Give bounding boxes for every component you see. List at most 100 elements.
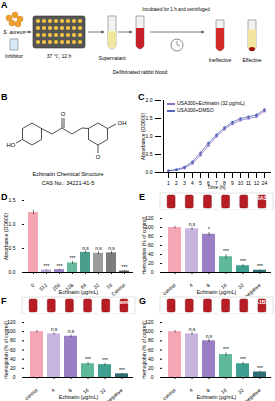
svg-text:Control: Control: [110, 282, 126, 296]
svg-text:64: 64: [79, 282, 87, 290]
svg-text:10: 10: [238, 180, 244, 186]
svg-text:negative: negative: [105, 387, 124, 401]
svg-text:40: 40: [148, 356, 154, 362]
svg-text:n.s: n.s: [95, 245, 102, 251]
svg-text:***: ***: [223, 248, 229, 254]
svg-text:n.s: n.s: [68, 328, 75, 334]
svg-text:SA1B3G: SA1B3G: [252, 299, 272, 305]
svg-text:2.0: 2.0: [146, 97, 153, 103]
svg-text:0: 0: [13, 374, 16, 380]
svg-text:32: 32: [99, 387, 107, 395]
svg-text:0.0: 0.0: [9, 269, 16, 275]
svg-text:***: ***: [57, 263, 63, 269]
svg-text:12: 12: [254, 180, 260, 186]
svg-text:Inhibitor: Inhibitor: [5, 53, 23, 59]
svg-text:control: control: [161, 387, 176, 401]
svg-text:Hemoglobin (% of control): Hemoglobin (% of control): [3, 321, 9, 379]
svg-text:40: 40: [148, 251, 154, 257]
svg-text:8: 8: [205, 387, 211, 394]
svg-text:11: 11: [246, 180, 251, 186]
svg-text:Effective: Effective: [242, 57, 261, 63]
svg-text:4: 4: [188, 282, 194, 289]
svg-text:OH: OH: [118, 120, 127, 126]
svg-text:HO: HO: [7, 142, 16, 148]
svg-text:20: 20: [148, 365, 154, 371]
svg-text:0: 0: [151, 269, 154, 275]
svg-text:***: ***: [44, 263, 50, 269]
svg-text:***: ***: [70, 255, 76, 261]
svg-text:0.5: 0.5: [146, 151, 153, 157]
svg-text:8: 8: [67, 387, 73, 394]
svg-text:Defibrinated rabbit blood: Defibrinated rabbit blood: [113, 69, 168, 75]
svg-text:***: ***: [257, 365, 263, 371]
svg-text:8: 8: [205, 282, 211, 289]
svg-text:32: 32: [92, 282, 100, 290]
svg-text:0: 0: [29, 282, 35, 289]
svg-text:CAS No.: 34221-41-5: CAS No.: 34221-41-5: [42, 180, 95, 186]
svg-text:32: 32: [237, 282, 245, 290]
svg-text:Newman: Newman: [113, 299, 134, 305]
svg-text:80: 80: [148, 337, 154, 343]
svg-text:1.0: 1.0: [9, 221, 16, 227]
svg-text:60: 60: [10, 347, 16, 353]
svg-text:16: 16: [220, 282, 228, 290]
svg-text:20: 20: [148, 260, 154, 266]
svg-text:Supernatant: Supernatant: [98, 55, 126, 61]
svg-text:control: control: [23, 387, 38, 401]
svg-text:***: ***: [85, 356, 91, 362]
svg-text:***: ***: [240, 258, 246, 264]
svg-text:Hemoglobin (% of control): Hemoglobin (% of control): [141, 216, 147, 274]
svg-text:32: 32: [237, 387, 245, 395]
svg-text:***: ***: [240, 356, 246, 362]
svg-text:Echinatin Chemical Structure: Echinatin Chemical Structure: [33, 171, 104, 177]
svg-text:4: 4: [50, 387, 56, 394]
svg-text:***: ***: [257, 263, 263, 269]
svg-text:80: 80: [10, 337, 16, 343]
svg-text:512: 512: [38, 282, 48, 292]
svg-text:16: 16: [220, 387, 228, 395]
svg-text:***: ***: [119, 367, 125, 373]
svg-text:control: control: [161, 282, 176, 296]
svg-text:USA300: USA300: [253, 195, 272, 201]
svg-text:1.5: 1.5: [146, 115, 153, 121]
svg-text:Ineffective: Ineffective: [209, 57, 232, 63]
svg-text:0.5: 0.5: [9, 245, 16, 251]
svg-text:***: ***: [122, 264, 128, 270]
svg-text:60: 60: [148, 242, 154, 248]
svg-text:60: 60: [148, 347, 154, 353]
svg-text:16: 16: [105, 282, 113, 290]
svg-text:Incubated for 1 h and centrifu: Incubated for 1 h and centrifuged: [142, 7, 210, 12]
svg-text:Time (h): Time (h): [207, 184, 226, 190]
svg-text:0.0: 0.0: [146, 169, 153, 175]
svg-text:n.s: n.s: [206, 333, 213, 339]
svg-text:Absorbance (OD600): Absorbance (OD600): [140, 113, 146, 161]
svg-text:O: O: [96, 154, 101, 160]
svg-text:4: 4: [191, 180, 194, 186]
svg-text:40: 40: [10, 356, 16, 362]
svg-text:n.s: n.s: [189, 326, 196, 332]
svg-text:n.s: n.s: [82, 245, 89, 251]
svg-text:3: 3: [183, 180, 186, 186]
svg-text:Absorbance (OD600): Absorbance (OD600): [3, 213, 9, 261]
svg-text:n.s: n.s: [189, 221, 196, 227]
svg-text:negative: negative: [243, 282, 262, 296]
svg-text:20: 20: [10, 365, 16, 371]
svg-text:1.0: 1.0: [146, 133, 153, 139]
svg-text:1.5: 1.5: [9, 197, 16, 203]
svg-text:***: ***: [102, 357, 108, 363]
svg-text:*: *: [208, 226, 210, 232]
svg-text:16: 16: [82, 387, 90, 395]
svg-text:***: ***: [223, 346, 229, 352]
svg-text:5: 5: [199, 180, 202, 186]
svg-text:S. aureus: S. aureus: [3, 29, 25, 35]
svg-text:80: 80: [148, 233, 154, 239]
svg-text:2: 2: [175, 180, 178, 186]
svg-text:24: 24: [262, 180, 268, 186]
svg-text:negative: negative: [243, 387, 262, 401]
svg-text:0: 0: [151, 374, 154, 380]
svg-text:37 ℃, 12 h: 37 ℃, 12 h: [47, 53, 72, 59]
svg-text:9: 9: [231, 180, 234, 186]
svg-text:4: 4: [188, 387, 194, 394]
svg-text:n.s: n.s: [108, 245, 115, 251]
svg-text:n.s: n.s: [51, 326, 58, 332]
